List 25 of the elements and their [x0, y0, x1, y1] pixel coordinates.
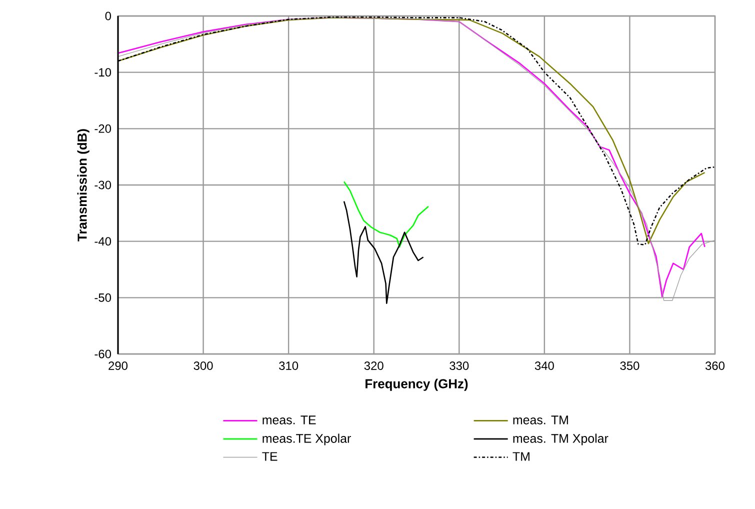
x-tick-label: 340: [534, 362, 554, 370]
legend-label: meas.TE Xpolar: [262, 434, 351, 446]
x-tick-label: 300: [194, 362, 213, 370]
y-tick-label: -30: [94, 180, 112, 190]
x-tick-label: 350: [620, 362, 640, 370]
x-tick-label: 360: [705, 362, 725, 370]
x-tick-label: 290: [108, 362, 128, 370]
x-axis-title: Frequency (GHz): [366, 378, 468, 391]
y-tick-label: -50: [94, 293, 112, 302]
legend-label: meas. TM: [513, 416, 568, 424]
y-tick-label: -10: [94, 68, 112, 77]
y-tick-label: -40: [94, 237, 112, 246]
legend-label: meas. TE: [262, 416, 316, 424]
y-tick-label: -60: [94, 350, 112, 358]
y-tick-label: 0: [105, 12, 112, 20]
line-series: [343, 180, 430, 248]
y-axis-title: Transmission (dB): [77, 129, 90, 242]
x-tick-label: 310: [279, 362, 298, 370]
legend-label: TE: [262, 452, 278, 461]
line-series: [343, 200, 424, 304]
legend-label: TM: [512, 452, 530, 461]
x-tick-label: 330: [450, 362, 469, 370]
y-tick-label: -20: [94, 124, 112, 133]
legend-label: meas. TM Xpolar: [513, 434, 608, 446]
x-tick-label: 320: [364, 362, 384, 370]
